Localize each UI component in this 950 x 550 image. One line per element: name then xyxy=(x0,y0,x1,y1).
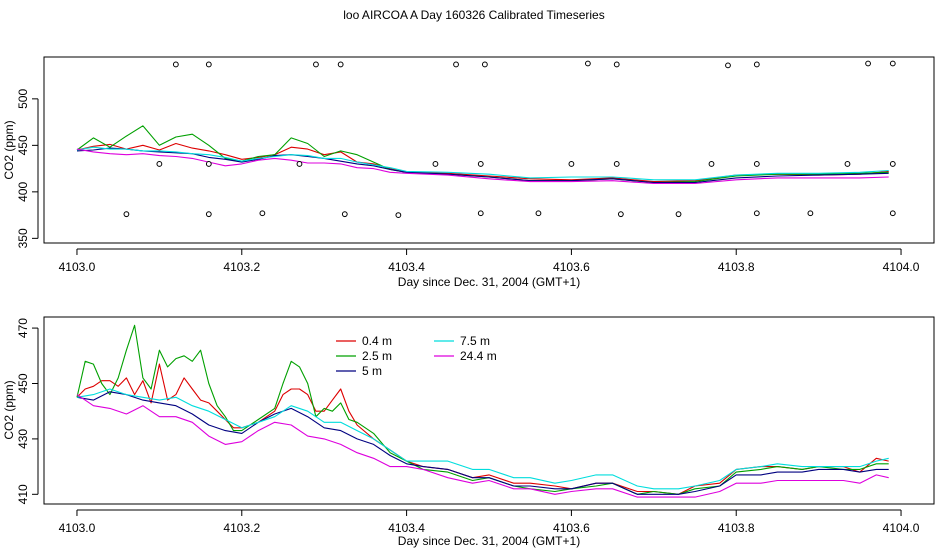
flag-point-lower xyxy=(889,210,896,217)
bottom-panel: 4103.0 4103.2 4103.4 4103.6 4103.8 4104.0 410… xyxy=(2,316,935,548)
chart-title: loo AIRCOA A Day 160326 Calibrated Times… xyxy=(343,8,604,22)
flag-point-upper xyxy=(172,61,179,68)
legend-label: 0.4 m xyxy=(362,334,392,348)
flag-point-lower xyxy=(205,211,212,218)
flag-point-middle xyxy=(477,161,484,167)
top-series-line-0-4-mm xyxy=(76,142,889,183)
bottom-y-tick-label: 410 xyxy=(16,484,30,504)
flag-point-lower xyxy=(535,210,542,217)
bottom-series-line-2-5-mm xyxy=(76,324,889,495)
legend-label: 5 m xyxy=(362,364,382,378)
flag-point-upper xyxy=(337,61,344,68)
flag-point-lower xyxy=(123,211,130,218)
bottom-series-lines xyxy=(76,324,889,498)
bottom-y-axis: 410 430 450 470 xyxy=(16,318,39,504)
flag-point-upper xyxy=(205,61,212,68)
flag-point-upper xyxy=(584,60,591,67)
bottom-series-line-24-4-mm xyxy=(76,394,889,498)
top-series-line-24-4-mm xyxy=(76,148,889,185)
bottom-y-axis-label: CO2 (ppm) xyxy=(2,380,16,439)
flag-point-lower xyxy=(341,211,348,218)
flag-point-upper xyxy=(889,60,896,67)
top-x-tick-label: 4103.0 xyxy=(59,260,96,274)
bottom-x-axis: 4103.0 4103.2 4103.4 4103.6 4103.8 4104.0 xyxy=(59,509,920,535)
top-series-lines xyxy=(76,125,889,185)
top-y-axis-label: CO2 (ppm) xyxy=(2,120,16,179)
top-x-tick-label: 4103.8 xyxy=(718,260,755,274)
flag-point-middle xyxy=(708,161,715,167)
flag-point-upper xyxy=(613,61,620,68)
flag-point-lower xyxy=(395,212,402,219)
bottom-series-line-7-5-mm xyxy=(76,388,889,490)
bottom-series-line-0-4-mm xyxy=(76,363,889,495)
top-y-tick-label: 350 xyxy=(16,228,30,248)
top-x-tick-label: 4103.2 xyxy=(223,260,260,274)
legend: 0.4 m2.5 m5 m 7.5 m24.4 m xyxy=(336,334,497,378)
legend-label: 24.4 m xyxy=(460,349,497,363)
flag-point-upper xyxy=(481,61,488,68)
top-x-tick-label: 4103.4 xyxy=(388,260,425,274)
top-y-tick-label: 450 xyxy=(16,135,30,155)
flag-point-middle xyxy=(568,161,575,167)
top-x-axis-label: Day since Dec. 31, 2004 (GMT+1) xyxy=(398,275,580,289)
bottom-y-tick-label: 470 xyxy=(16,318,30,338)
bottom-series-line-5-mm xyxy=(76,391,889,495)
bottom-x-axis-label: Day since Dec. 31, 2004 (GMT+1) xyxy=(398,534,580,548)
legend-label: 7.5 m xyxy=(460,334,490,348)
flag-point-middle xyxy=(613,161,620,167)
flag-point-upper xyxy=(725,62,731,69)
legend-label: 2.5 m xyxy=(362,349,392,363)
flag-point-lower xyxy=(807,210,814,217)
flag-point-lower xyxy=(617,211,624,218)
top-series-line-5-mm xyxy=(76,147,889,184)
bottom-x-tick-label: 4103.6 xyxy=(553,521,590,535)
flag-point-lower xyxy=(675,211,682,218)
top-panel: 4103.0 4103.2 4103.4 4103.6 4103.8 4104.0 350… xyxy=(2,56,935,289)
bottom-x-tick-label: 4103.0 xyxy=(59,521,96,535)
top-series-line-7-5-mm xyxy=(76,146,889,181)
top-x-tick-label: 4103.6 xyxy=(553,260,590,274)
top-x-axis: 4103.0 4103.2 4103.4 4103.6 4103.8 4104.0 xyxy=(59,248,920,274)
flag-point-lower xyxy=(477,210,484,217)
flag-point-middle xyxy=(889,161,896,167)
flag-point-lower xyxy=(753,210,760,217)
flag-point-middle xyxy=(844,161,851,167)
flag-point-middle xyxy=(432,161,439,167)
flag-point-middle xyxy=(753,161,760,167)
flag-point-upper xyxy=(453,61,459,68)
bottom-plot-frame xyxy=(43,316,935,505)
bottom-x-tick-label: 4103.4 xyxy=(388,521,425,535)
bottom-x-tick-label: 4104.0 xyxy=(883,521,920,535)
top-plot-frame xyxy=(43,56,935,244)
bottom-x-tick-label: 4103.2 xyxy=(223,521,260,535)
bottom-x-tick-label: 4103.8 xyxy=(718,521,755,535)
flag-point-upper xyxy=(865,60,871,67)
top-flag-points xyxy=(123,60,896,219)
flag-point-middle xyxy=(296,161,303,167)
bottom-y-tick-label: 450 xyxy=(16,373,30,393)
top-x-tick-label: 4104.0 xyxy=(883,260,920,274)
top-y-axis: 350 400 450 500 xyxy=(16,89,39,248)
top-y-tick-label: 500 xyxy=(16,89,30,109)
flag-point-upper xyxy=(753,61,760,68)
flag-point-middle xyxy=(205,161,212,167)
flag-point-lower xyxy=(259,210,266,217)
flag-point-middle xyxy=(156,161,163,167)
top-y-tick-label: 400 xyxy=(16,182,30,202)
bottom-y-tick-label: 430 xyxy=(16,429,30,449)
flag-point-upper xyxy=(313,61,319,68)
top-series-line-2-5-mm xyxy=(76,125,889,184)
